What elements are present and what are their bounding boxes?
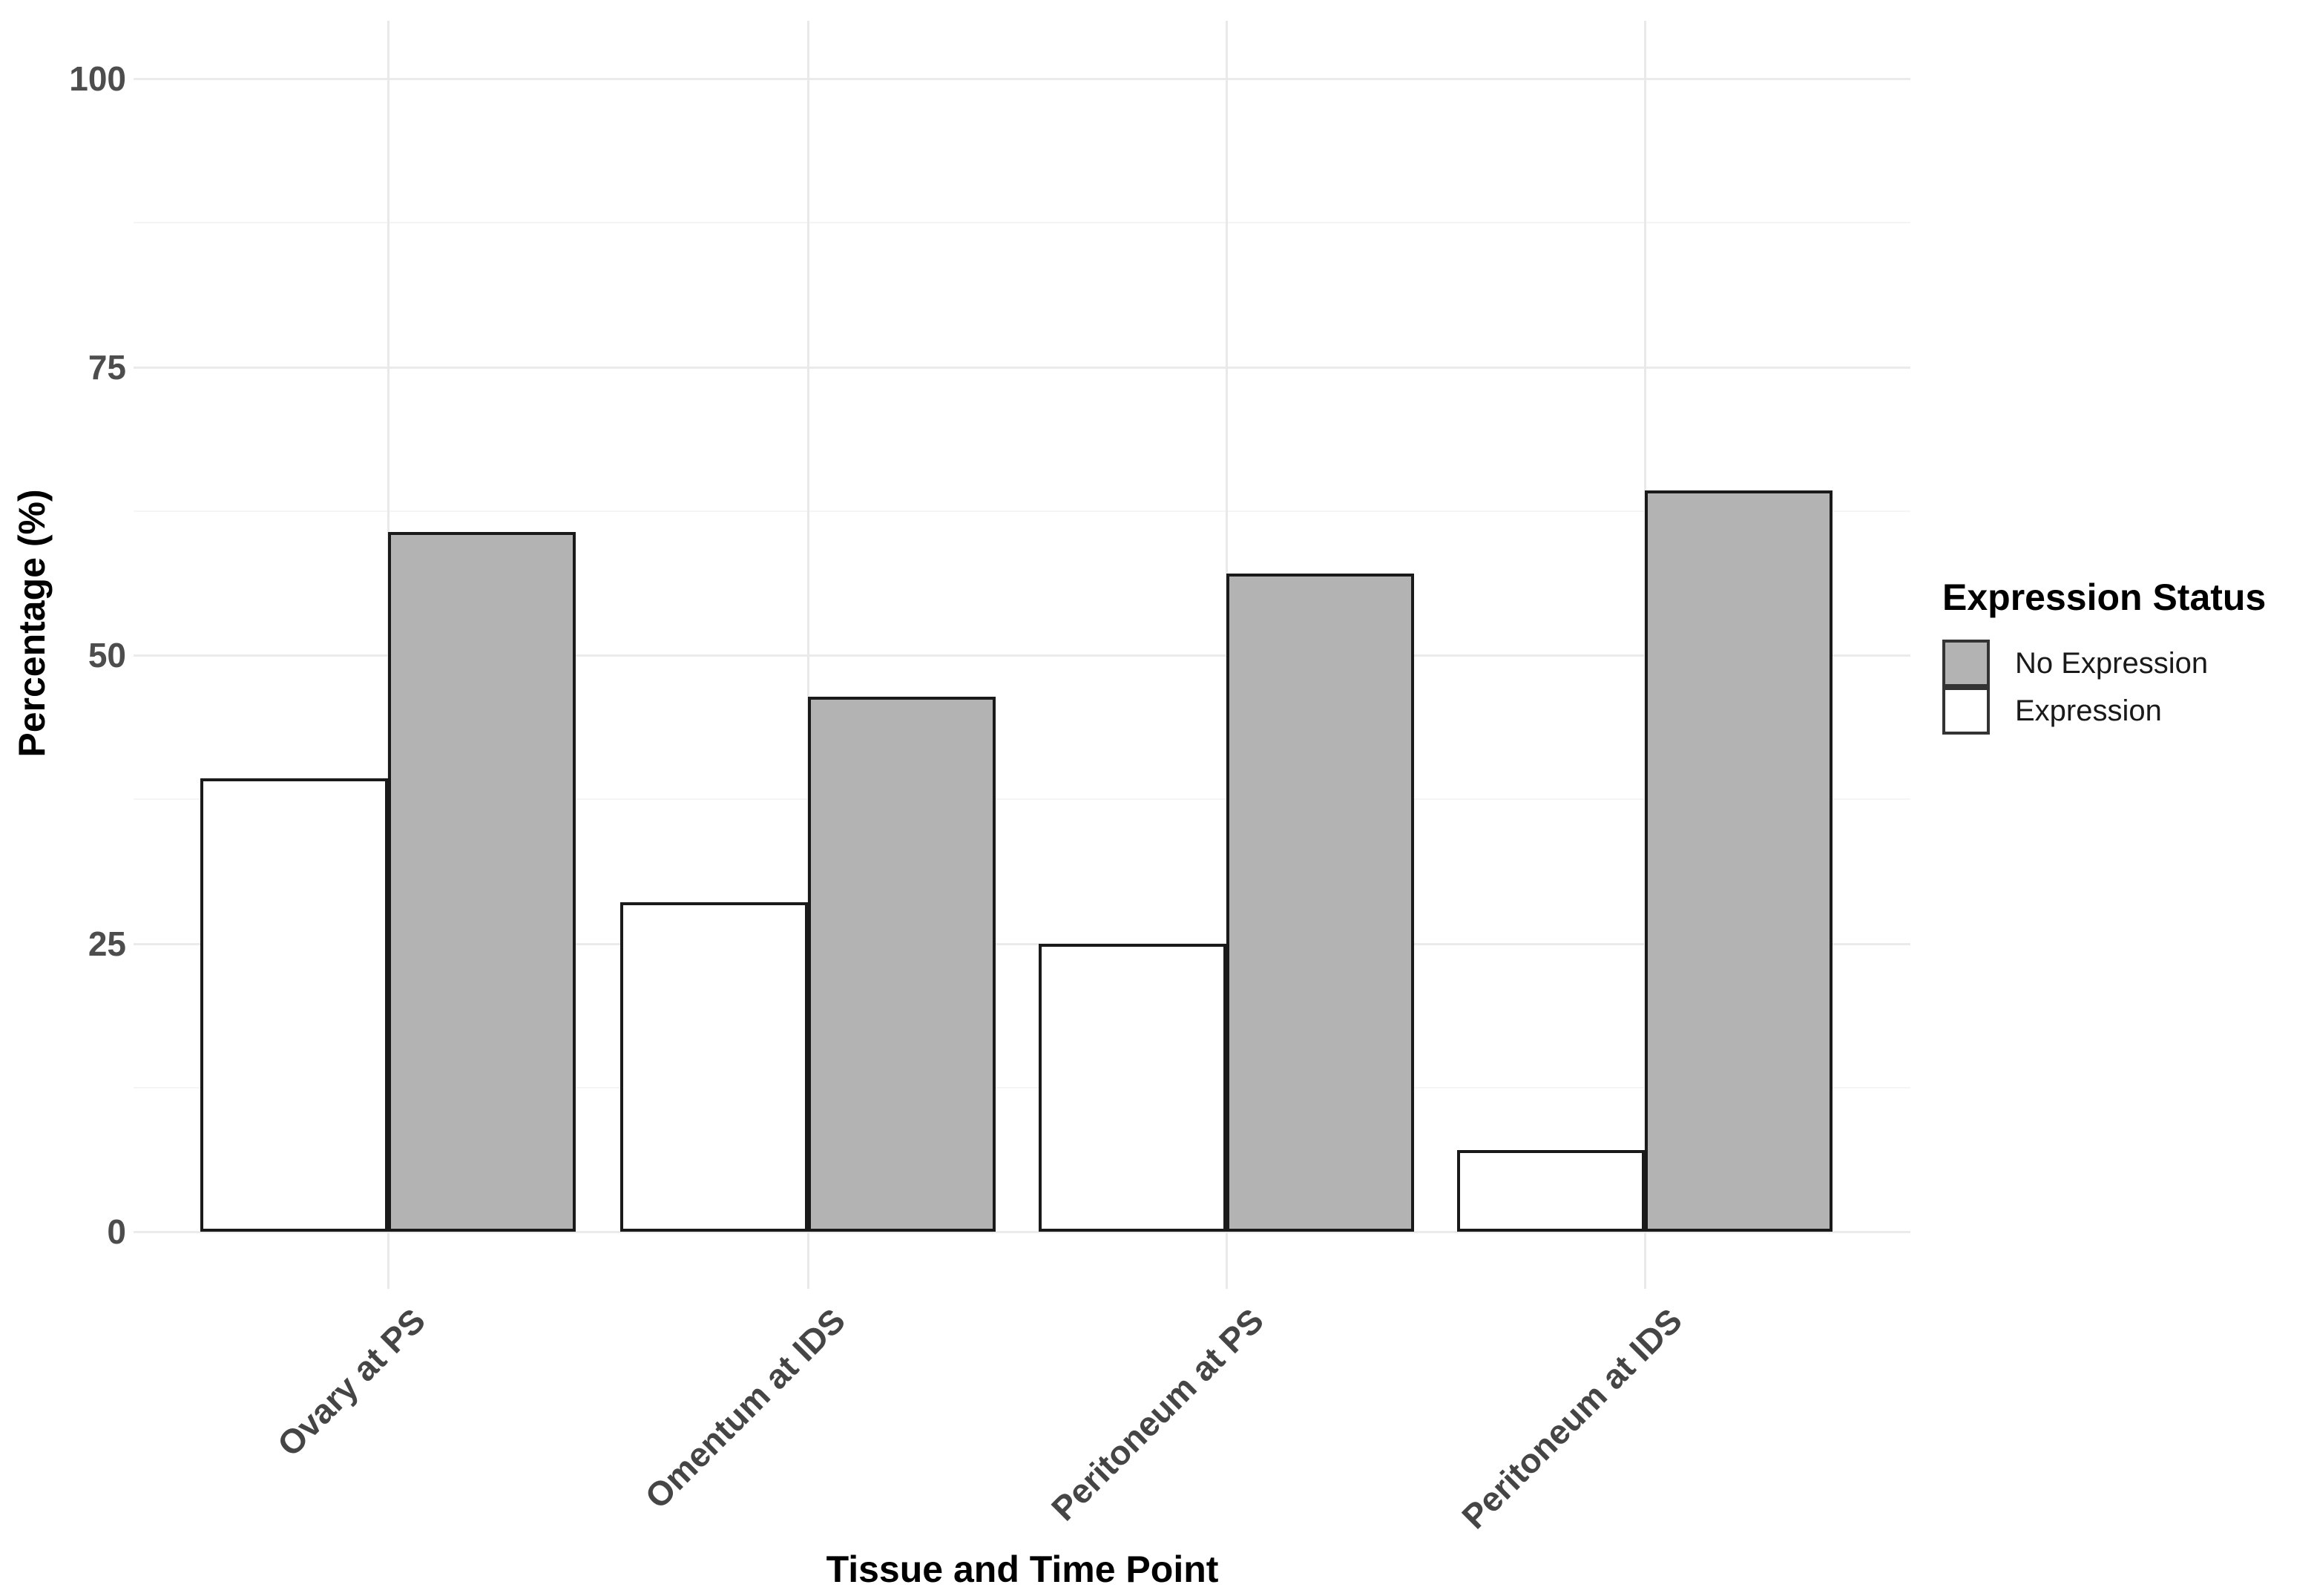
bar-no-expression-peritoneum-at-ids (1645, 490, 1833, 1232)
legend-swatch-expression (1942, 687, 1990, 735)
gridline-minor-y-37.5 (134, 798, 1910, 801)
gridline-major-y-50 (134, 654, 1910, 657)
x-axis-tick-label-peritoneum-at-ids: Peritoneum at IDS (1454, 1301, 1690, 1537)
y-axis-tick-label-50: 50 (88, 636, 126, 674)
bar-no-expression-ovary-at-ps (388, 531, 576, 1232)
gridline-major-y-0 (134, 1231, 1910, 1233)
y-axis-tick-label-0: 0 (107, 1212, 126, 1251)
bar-expression-ovary-at-ps (200, 778, 388, 1232)
gridline-minor-y-62.5 (134, 510, 1910, 512)
gridline-major-y-25 (134, 942, 1910, 945)
legend-label-expression: Expression (2015, 694, 2162, 727)
gridline-minor-y-12.5 (134, 1086, 1910, 1088)
gridline-minor-y-87.5 (134, 222, 1910, 224)
y-axis-tick-label-75: 75 (88, 347, 126, 387)
y-axis-tick-label-100: 100 (69, 59, 126, 98)
x-axis-tick-label-ovary-at-ps: Ovary at PS (269, 1301, 433, 1464)
bar-no-expression-omentum-at-ids (808, 696, 996, 1232)
bar-no-expression-peritoneum-at-ps (1226, 573, 1414, 1232)
bar-expression-peritoneum-at-ids (1457, 1149, 1645, 1232)
legend-entries: No Expression Expression (1942, 640, 2266, 735)
x-axis-title: Tissue and Time Point (826, 1549, 1219, 1590)
legend: Expression Status No Expression Expressio… (1942, 576, 2266, 735)
gridline-major-y-100 (134, 78, 1910, 80)
bar-expression-peritoneum-at-ps (1039, 943, 1226, 1232)
legend-entry-no-expression: No Expression (1942, 640, 2266, 687)
y-axis-tick-label-25: 25 (88, 924, 126, 963)
y-axis-title: Percentage (%) (11, 489, 53, 758)
gridline-major-y-75 (134, 366, 1910, 369)
bar-expression-omentum-at-ids (620, 902, 808, 1232)
legend-entry-expression: Expression (1942, 687, 2266, 735)
legend-label-no-expression: No Expression (2015, 646, 2209, 680)
legend-swatch-no-expression (1942, 640, 1990, 687)
gridline-vertical-omentum-at-ids (807, 21, 809, 1289)
legend-title: Expression Status (1942, 577, 2267, 618)
